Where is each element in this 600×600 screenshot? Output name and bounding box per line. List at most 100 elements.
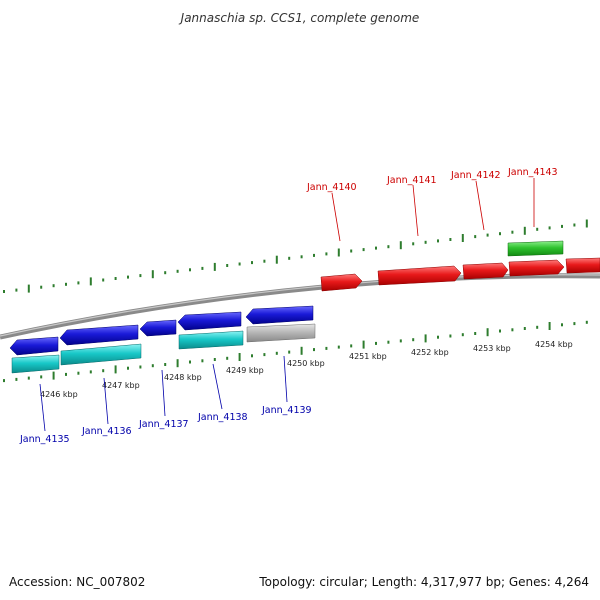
major-tick [362,340,365,349]
scale-label: 4246 kbp [40,390,78,399]
minor-tick [164,271,167,275]
minor-tick [536,325,539,329]
leader-line [103,377,109,425]
minor-tick [350,249,353,253]
lower-tick-track [3,320,588,383]
minor-tick [27,376,30,380]
leader-line [475,180,485,231]
minor-tick [263,259,266,263]
minor-tick [511,328,514,332]
minor-tick [412,242,415,246]
minor-tick [474,235,477,239]
scale-label: 4253 kbp [473,344,511,353]
minor-tick [350,344,353,348]
gene-arrow-jann-4136[interactable] [59,324,139,346]
rna-arrow-green[interactable] [507,240,564,257]
pseudo-gene-box[interactable] [246,323,316,343]
minor-tick [251,261,253,265]
gene-arrow-jann-4137[interactable] [139,319,177,337]
minor-tick [424,240,427,244]
cds-box-4135[interactable] [11,354,60,374]
gene-arrow-jann-4140[interactable] [320,273,363,292]
minor-tick [189,268,191,272]
major-tick [399,241,402,250]
minor-tick [387,340,390,344]
minor-tick [288,256,291,260]
scale-label: 4249 kbp [226,366,264,375]
minor-tick [226,356,229,360]
minor-tick [325,346,328,350]
gene-label-jann-4138[interactable]: Jann_4138 [197,412,248,423]
cds-box-4136[interactable] [60,343,142,366]
minor-tick [89,370,92,374]
minor-tick [189,360,191,364]
minor-tick [523,327,526,330]
forward-gene-track [320,240,600,292]
minor-tick [52,284,55,288]
minor-tick [3,290,5,293]
minor-tick [536,227,539,231]
minor-tick [375,246,377,250]
minor-tick [449,238,452,241]
gene-label-jann-4141[interactable]: Jann_4141 [386,175,437,186]
minor-tick [40,375,43,379]
cds-box-4138[interactable] [178,330,244,350]
gene-arrow-jann-4138[interactable] [177,311,242,331]
major-tick [523,226,526,235]
gene-label-jann-4139[interactable]: Jann_4139 [261,405,312,416]
minor-tick [362,248,365,252]
minor-tick [226,264,229,267]
minor-tick [176,269,179,273]
minor-tick [412,338,415,342]
topology-summary: Topology: circular; Length: 4,317,977 bp… [259,575,589,589]
gene-arrow-jann-4135[interactable] [9,336,59,356]
leader-line [212,363,223,410]
minor-tick [337,345,340,349]
minor-tick [65,372,67,376]
minor-tick [15,377,18,381]
gene-label-jann-4140[interactable]: Jann_4140 [306,182,357,193]
minor-tick [127,275,129,279]
minor-tick [275,351,278,355]
minor-tick [399,339,402,343]
scale-label: 4247 kbp [102,381,140,390]
gene-label-jann-4135[interactable]: Jann_4135 [19,434,70,445]
minor-tick [499,329,501,333]
scale-label: 4252 kbp [411,348,449,357]
scale-label: 4248 kbp [164,373,202,382]
gene-arrow-jann-4141[interactable] [377,265,462,286]
minor-tick [288,350,291,354]
gene-arrow-jann-4143[interactable] [508,259,565,277]
minor-tick [585,320,588,324]
major-tick [548,322,551,330]
leader-line [39,383,46,432]
scale-labels: 4246 kbp 4247 kbp 4248 kbp 4249 kbp 4250… [40,340,573,399]
major-tick [176,359,179,368]
gene-label-jann-4136[interactable]: Jann_4136 [81,426,132,437]
gene-label-jann-4137[interactable]: Jann_4137 [138,419,189,430]
minor-tick [201,359,204,363]
upper-tick-track [3,219,588,293]
minor-tick [114,277,117,280]
genome-title: Jannaschia sp. CCS1, complete genome [180,11,420,25]
gene-label-jann-4142[interactable]: Jann_4142 [450,170,501,181]
minor-tick [499,232,501,236]
minor-tick [127,366,129,370]
major-tick [275,255,278,264]
minor-tick [151,364,154,368]
minor-tick [3,379,5,383]
leader-line [161,369,166,417]
minor-tick [548,226,551,230]
leader-line [331,192,341,242]
minor-tick [573,322,576,326]
gene-label-jann-4143[interactable]: Jann_4143 [507,167,558,178]
gene-arrow-next[interactable] [565,257,600,274]
reverse-gene-track [9,305,316,374]
minor-tick [201,266,204,270]
minor-tick [300,255,303,259]
gene-arrow-jann-4139[interactable] [245,305,314,325]
accession-text: Accession: NC_007802 [9,575,146,589]
minor-tick [437,335,439,339]
gene-arrow-jann-4142[interactable] [462,262,509,280]
